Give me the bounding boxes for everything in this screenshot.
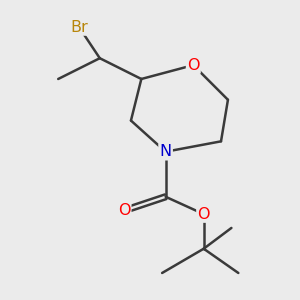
Text: O: O xyxy=(187,58,200,73)
Text: Br: Br xyxy=(70,20,88,34)
Text: O: O xyxy=(197,207,210,222)
Text: O: O xyxy=(118,203,130,218)
Text: N: N xyxy=(160,144,172,159)
